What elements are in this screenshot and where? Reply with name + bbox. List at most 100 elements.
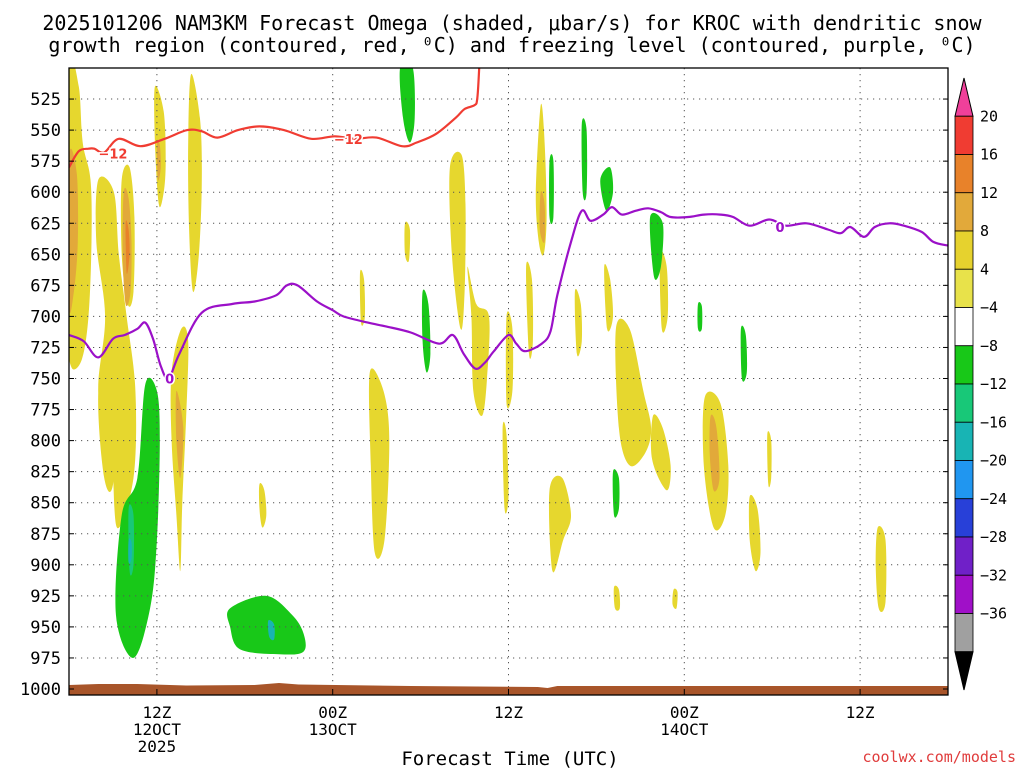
omega-region-11 xyxy=(175,390,184,479)
omega-region-34 xyxy=(748,494,761,572)
colorbar-swatch-14 xyxy=(954,613,974,653)
omega-region-40 xyxy=(267,619,275,641)
omega-region-49 xyxy=(612,469,620,518)
colorbar-swatch-6 xyxy=(954,307,974,347)
omega-region-39 xyxy=(227,595,306,655)
colorbar-cap-bottom xyxy=(954,651,974,691)
colorbar-swatch-7 xyxy=(954,345,974,385)
omega-region-30 xyxy=(672,588,678,609)
colorbar-swatch-1 xyxy=(954,115,974,155)
omega-region-47 xyxy=(697,302,703,332)
omega-region-9 xyxy=(188,73,202,293)
omega-region-29 xyxy=(613,585,621,611)
gridlines xyxy=(69,68,948,695)
omega-region-23 xyxy=(548,475,572,573)
omega-region-12 xyxy=(258,483,267,528)
omega-region-32 xyxy=(709,414,720,492)
omega-region-25 xyxy=(604,263,614,332)
dgz-label-1: −12 xyxy=(334,133,363,148)
colorbar-label-4: 4 xyxy=(980,260,989,278)
x-tick-label-63-1: 14OCT xyxy=(660,720,709,739)
y-tick-label-1000: 1000 xyxy=(20,680,61,700)
y-tick-label-825: 825 xyxy=(30,463,61,483)
y-tick-label-975: 975 xyxy=(30,649,61,669)
y-tick-label-850: 850 xyxy=(30,494,61,514)
x-axis-label: Forecast Time (UTC) xyxy=(401,748,618,768)
x-tick-label-9-2: 2025 xyxy=(138,737,177,756)
omega-region-45 xyxy=(600,167,614,212)
omega-region-38 xyxy=(128,538,132,564)
omega-region-36 xyxy=(115,377,160,658)
chart-title-line-1: 2025101206 NAM3KM Forecast Omega (shaded… xyxy=(42,11,982,35)
contour-lines: −12 −12 0 0 xyxy=(69,68,948,389)
y-tick-label-750: 750 xyxy=(30,370,61,390)
omega-region-33 xyxy=(767,431,772,488)
y-tick-label-950: 950 xyxy=(30,618,61,638)
omega-region-13 xyxy=(359,269,366,326)
x-tick-label-27-0: 00Z xyxy=(318,703,347,722)
omega-region-0 xyxy=(69,68,92,370)
omega-region-6 xyxy=(125,220,130,274)
y-tick-label-600: 600 xyxy=(30,183,61,203)
colorbar-label-1: 16 xyxy=(980,146,998,164)
y-tick-label-550: 550 xyxy=(30,121,61,141)
colorbar-swatch-3 xyxy=(954,192,974,232)
chart-title-line-2: growth region (contoured, red, ⁰C) and f… xyxy=(48,33,975,57)
y-tick-label-700: 700 xyxy=(30,307,61,327)
omega-region-26 xyxy=(615,318,652,467)
y-tick-label-575: 575 xyxy=(30,152,61,172)
colorbar-cap-top xyxy=(954,77,974,117)
y-tick-label-725: 725 xyxy=(30,338,61,358)
colorbar-swatch-4 xyxy=(954,230,974,270)
freezing-label-1: 0 xyxy=(775,221,784,236)
omega-region-44 xyxy=(581,118,588,201)
dgz-label-0: −12 xyxy=(98,148,127,163)
colorbar-label-7: −12 xyxy=(980,375,1007,393)
y-tick-label-625: 625 xyxy=(30,214,61,234)
colorbar-label-3: 8 xyxy=(980,222,989,240)
omega-shading-layer xyxy=(69,68,887,658)
colorbar-swatch-5 xyxy=(954,268,974,308)
omega-region-15 xyxy=(368,368,390,559)
omega-region-41 xyxy=(399,68,415,143)
colorbar-swatch-10 xyxy=(954,460,974,500)
colorbar-label-9: −20 xyxy=(980,452,1007,470)
colorbar-label-2: 12 xyxy=(980,184,998,202)
colorbar-swatch-8 xyxy=(954,383,974,423)
credit-text: coolwx.com/models xyxy=(862,748,1016,766)
omega-region-16 xyxy=(449,151,466,330)
x-tick-label-81-0: 12Z xyxy=(846,703,875,722)
omega-region-22 xyxy=(539,191,546,243)
omega-region-19 xyxy=(526,261,534,359)
colorbar-label-5: −4 xyxy=(980,299,998,317)
freezing-label-0: 0 xyxy=(165,373,174,388)
colorbar-label-13: −36 xyxy=(980,605,1007,623)
omega-region-28 xyxy=(659,250,669,333)
y-axis-ticks: 525 550 575 600 625 650 675 700 725 750 775 800 825 8… xyxy=(20,90,948,700)
x-tick-label-63-0: 00Z xyxy=(670,703,699,722)
x-tick-label-27-1: 13OCT xyxy=(309,720,358,739)
colorbar-label-0: 20 xyxy=(980,107,998,125)
colorbar: 20 16 12 8 4 −4 −8 −12 −16 −20 −24 −28 −32 −36 xyxy=(954,77,1007,691)
colorbar-label-8: −16 xyxy=(980,413,1007,431)
omega-region-24 xyxy=(574,288,583,357)
colorbar-label-12: −32 xyxy=(980,566,1007,584)
omega-region-27 xyxy=(650,414,671,491)
colorbar-swatch-9 xyxy=(954,421,974,461)
x-tick-label-45-0: 12Z xyxy=(494,703,523,722)
omega-region-3 xyxy=(98,266,118,493)
omega-region-48 xyxy=(740,325,748,382)
y-tick-label-650: 650 xyxy=(30,245,61,265)
omega-region-1 xyxy=(69,148,79,313)
x-tick-label-9-0: 12Z xyxy=(142,703,171,722)
dgz-minus12-contour xyxy=(69,68,481,168)
colorbar-label-11: −28 xyxy=(980,528,1007,546)
y-tick-label-525: 525 xyxy=(30,90,61,110)
y-tick-label-875: 875 xyxy=(30,525,61,545)
colorbar-swatch-11 xyxy=(954,498,974,538)
omega-region-8 xyxy=(156,139,161,181)
y-tick-label-925: 925 xyxy=(30,587,61,607)
y-tick-label-775: 775 xyxy=(30,401,61,421)
colorbar-swatch-13 xyxy=(954,574,974,614)
